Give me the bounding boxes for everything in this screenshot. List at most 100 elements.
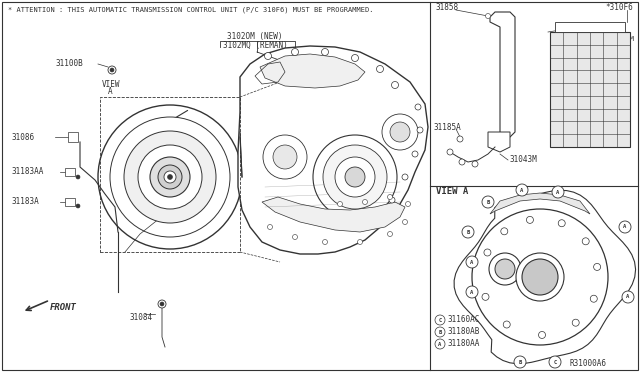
Circle shape: [387, 231, 392, 237]
Circle shape: [335, 157, 375, 197]
Circle shape: [484, 249, 491, 256]
Circle shape: [590, 295, 597, 302]
Circle shape: [622, 291, 634, 303]
Text: A: A: [108, 87, 113, 96]
Circle shape: [582, 238, 589, 245]
Circle shape: [268, 224, 273, 230]
Circle shape: [459, 159, 465, 165]
Circle shape: [435, 315, 445, 325]
Text: 31160AC: 31160AC: [447, 315, 479, 324]
Text: C: C: [554, 359, 557, 365]
Circle shape: [435, 327, 445, 337]
Circle shape: [466, 286, 478, 298]
Text: 31183AA: 31183AA: [12, 167, 44, 176]
Circle shape: [108, 66, 116, 74]
Circle shape: [160, 302, 164, 306]
Circle shape: [500, 228, 508, 235]
Circle shape: [164, 171, 176, 183]
Circle shape: [522, 259, 558, 295]
Circle shape: [291, 48, 298, 55]
Polygon shape: [238, 46, 428, 254]
Text: A: A: [438, 341, 442, 346]
Circle shape: [486, 13, 490, 19]
Polygon shape: [488, 132, 510, 152]
Text: B: B: [486, 199, 490, 205]
Circle shape: [527, 217, 533, 223]
Circle shape: [489, 253, 521, 285]
Circle shape: [472, 209, 608, 345]
Text: 31043M: 31043M: [510, 155, 538, 164]
Circle shape: [138, 145, 202, 209]
Circle shape: [292, 234, 298, 240]
Text: 31086: 31086: [12, 132, 35, 141]
Circle shape: [323, 145, 387, 209]
Circle shape: [482, 196, 494, 208]
Bar: [65, 168, 75, 176]
Circle shape: [382, 114, 418, 150]
Text: 31090: 31090: [168, 209, 191, 218]
Text: 31185A: 31185A: [433, 122, 461, 131]
Circle shape: [76, 204, 80, 208]
Circle shape: [412, 151, 418, 157]
Polygon shape: [262, 197, 405, 232]
Bar: [68, 132, 78, 142]
Text: 31084: 31084: [130, 312, 153, 321]
Circle shape: [264, 52, 271, 60]
Circle shape: [435, 339, 445, 349]
Circle shape: [417, 127, 423, 133]
Text: 31858: 31858: [436, 3, 459, 12]
Text: *310F6: *310F6: [605, 3, 633, 12]
Circle shape: [110, 68, 114, 72]
Circle shape: [263, 135, 307, 179]
Circle shape: [158, 165, 182, 189]
Circle shape: [273, 145, 297, 169]
Circle shape: [538, 331, 545, 339]
Text: A: A: [520, 187, 524, 192]
Text: 31183A: 31183A: [12, 198, 40, 206]
Circle shape: [345, 167, 365, 187]
Text: VIEW A: VIEW A: [436, 187, 468, 196]
Circle shape: [482, 294, 489, 300]
Circle shape: [514, 356, 526, 368]
Text: 3102MQ (REMAN): 3102MQ (REMAN): [223, 41, 287, 49]
Polygon shape: [454, 190, 636, 364]
Circle shape: [358, 240, 362, 244]
Circle shape: [362, 199, 367, 205]
Circle shape: [495, 259, 515, 279]
Circle shape: [76, 175, 80, 179]
Circle shape: [392, 81, 399, 89]
Circle shape: [552, 186, 564, 198]
Text: VIEW: VIEW: [102, 80, 120, 89]
Circle shape: [558, 220, 565, 227]
Circle shape: [447, 149, 453, 155]
Circle shape: [516, 184, 528, 196]
Text: B: B: [438, 330, 442, 334]
Text: A: A: [556, 189, 559, 195]
Circle shape: [403, 219, 408, 224]
Circle shape: [415, 104, 421, 110]
Circle shape: [619, 221, 631, 233]
Text: B: B: [518, 359, 522, 365]
Bar: [555, 22, 625, 32]
Circle shape: [390, 122, 410, 142]
Text: 31180AA: 31180AA: [447, 340, 479, 349]
Circle shape: [462, 226, 474, 238]
Circle shape: [472, 161, 478, 167]
Circle shape: [466, 256, 478, 268]
Polygon shape: [490, 12, 515, 137]
Circle shape: [150, 157, 190, 197]
Polygon shape: [490, 193, 590, 214]
Text: A: A: [627, 295, 630, 299]
Text: C: C: [438, 317, 442, 323]
Circle shape: [168, 174, 173, 180]
Circle shape: [376, 65, 383, 73]
Text: FRONT: FRONT: [50, 302, 77, 311]
Circle shape: [457, 136, 463, 142]
Text: 31180AB: 31180AB: [447, 327, 479, 337]
Circle shape: [313, 135, 397, 219]
Text: A: A: [623, 224, 627, 230]
Circle shape: [158, 300, 166, 308]
Circle shape: [503, 321, 510, 328]
Circle shape: [351, 55, 358, 61]
Bar: [65, 198, 75, 206]
